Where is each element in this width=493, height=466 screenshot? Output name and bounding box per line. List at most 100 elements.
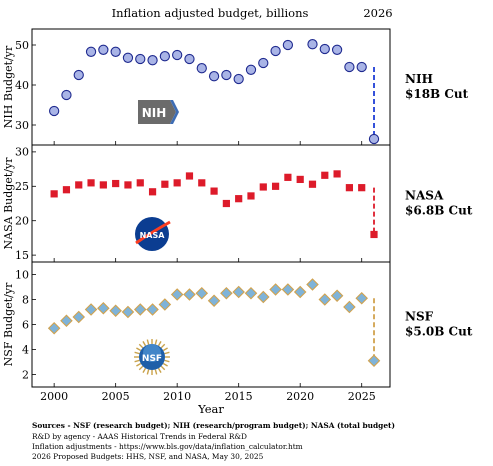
nih-data-point bbox=[258, 57, 269, 69]
nasa-data-point bbox=[62, 186, 71, 194]
nasa-data-point bbox=[222, 199, 230, 208]
nih-y-tick-label: 30 bbox=[15, 119, 29, 132]
nih-data-point bbox=[48, 105, 60, 117]
nih-data-point bbox=[356, 61, 367, 73]
nasa-data-point bbox=[308, 180, 317, 188]
nasa-data-point bbox=[161, 180, 169, 188]
nasa-logo-swoosh bbox=[135, 220, 171, 245]
year-marker-label: 2026 bbox=[363, 6, 392, 20]
nih-y-axis-label: NIH Budget/yr bbox=[2, 45, 15, 128]
nasa-data-point bbox=[284, 173, 292, 181]
nsf-logo-ray bbox=[154, 369, 158, 375]
nasa-data-point bbox=[235, 195, 243, 203]
nih-logo: NIH bbox=[138, 100, 179, 124]
nsf-cut-label-agency: NSF bbox=[405, 310, 434, 324]
nasa-y-tick-label: 20 bbox=[15, 215, 29, 228]
nih-data-point bbox=[344, 61, 355, 73]
nsf-logo-globe bbox=[143, 344, 161, 362]
nasa-cut-label-amount: $6.8B Cut bbox=[405, 204, 473, 218]
nsf-logo-ray bbox=[142, 341, 147, 347]
nih-data-point bbox=[184, 53, 195, 65]
nsf-data-point bbox=[121, 305, 135, 319]
nih-data-point bbox=[221, 69, 232, 81]
nsf-y-tick-label: 8 bbox=[22, 293, 29, 306]
nasa-data-point bbox=[296, 175, 304, 184]
nasa-y-axis-label: NASA Budget/yr bbox=[2, 157, 15, 250]
nasa-data-point bbox=[173, 179, 181, 187]
nsf-data-point bbox=[183, 288, 196, 301]
nsf-logo-ray bbox=[134, 351, 140, 355]
nsf-y-axis-label: NSF Budget/yr bbox=[2, 282, 15, 366]
nasa-cut-label-agency: NASA bbox=[405, 189, 444, 203]
nsf-logo: NSF bbox=[134, 339, 170, 375]
nih-data-point bbox=[85, 46, 97, 57]
nsf-logo-ray bbox=[146, 369, 150, 375]
nsf-y-tick-label: 2 bbox=[22, 368, 29, 381]
nih-data-point bbox=[73, 69, 84, 81]
nasa-data-point bbox=[112, 179, 120, 188]
nsf-data-point bbox=[84, 303, 98, 316]
nsf-logo-ray bbox=[146, 339, 150, 345]
nih-data-point bbox=[110, 46, 121, 57]
nasa-data-point bbox=[50, 190, 58, 198]
nasa-plot-frame bbox=[31, 144, 391, 263]
nsf-data-point bbox=[343, 300, 356, 314]
nih-data-point bbox=[61, 89, 72, 101]
nsf-logo-ray bbox=[136, 362, 142, 367]
nsf-data-point bbox=[318, 293, 332, 306]
nih-data-point bbox=[159, 51, 171, 62]
nasa-data-point bbox=[333, 170, 341, 178]
nsf-logo-ray bbox=[160, 343, 166, 349]
nih-data-point bbox=[270, 45, 281, 57]
nih-data-point bbox=[196, 63, 207, 74]
nih-cut-label-agency: NIH bbox=[405, 72, 433, 86]
nih-data-point bbox=[135, 53, 146, 65]
nih-data-point bbox=[208, 71, 220, 82]
x-axis-label: Year bbox=[197, 402, 224, 416]
nsf-data-point bbox=[306, 278, 319, 291]
nasa-data-point bbox=[210, 187, 218, 195]
nsf-y-tick-label: 10 bbox=[15, 268, 29, 281]
nih-y-tick-label: 40 bbox=[15, 79, 29, 92]
nsf-y-tick-label: 4 bbox=[22, 343, 29, 356]
nsf-logo-ray bbox=[138, 365, 144, 371]
nsf-data-point bbox=[269, 283, 282, 296]
nasa-logo-text: NASA bbox=[140, 231, 166, 240]
nasa-y-tick-label: 25 bbox=[15, 180, 29, 193]
nsf-data-point bbox=[232, 285, 245, 299]
nsf-plot-frame bbox=[31, 261, 391, 388]
nasa-data-point bbox=[271, 182, 280, 190]
nih-logo-badge bbox=[138, 100, 176, 124]
nsf-logo-ray bbox=[154, 339, 158, 345]
nasa-2026-point bbox=[370, 230, 378, 239]
nih-data-point bbox=[98, 44, 109, 55]
nih-logo-chevron bbox=[170, 100, 179, 124]
nsf-logo-text: NSF bbox=[142, 354, 162, 364]
nsf-data-point bbox=[281, 283, 295, 296]
nsf-data-point bbox=[133, 303, 147, 316]
nsf-logo-ray bbox=[157, 367, 162, 373]
nih-data-point bbox=[282, 39, 294, 51]
nasa-data-point bbox=[124, 181, 132, 189]
nsf-data-point bbox=[330, 289, 344, 303]
nsf-logo-ray bbox=[134, 359, 140, 363]
nih-y-tick-label: 50 bbox=[15, 39, 29, 52]
nsf-y-tick-label: 6 bbox=[22, 318, 29, 331]
x-tick-label: 2020 bbox=[286, 390, 314, 403]
nsf-logo-ray bbox=[164, 351, 170, 355]
nsf-data-point bbox=[293, 285, 307, 299]
nsf-data-point bbox=[158, 298, 172, 311]
nsf-data-point bbox=[60, 314, 73, 328]
nasa-data-point bbox=[321, 171, 329, 179]
nasa-data-point bbox=[259, 183, 267, 191]
sources-line-3: Inflation adjustments - https://www.bls.… bbox=[32, 442, 303, 451]
nsf-logo-ray bbox=[160, 365, 166, 371]
nih-data-point bbox=[147, 55, 158, 66]
x-tick-label: 2025 bbox=[348, 390, 376, 403]
sources-line-4: 2026 Proposed Budgets: HHS, NSF, and NAS… bbox=[32, 452, 264, 461]
nsf-panel: 2 4 6 8 10 2000 2005 2010 2015 2020 2025 NSF Budget… bbox=[2, 261, 473, 403]
nsf-data-point bbox=[109, 304, 122, 318]
nasa-data-point bbox=[87, 179, 95, 187]
